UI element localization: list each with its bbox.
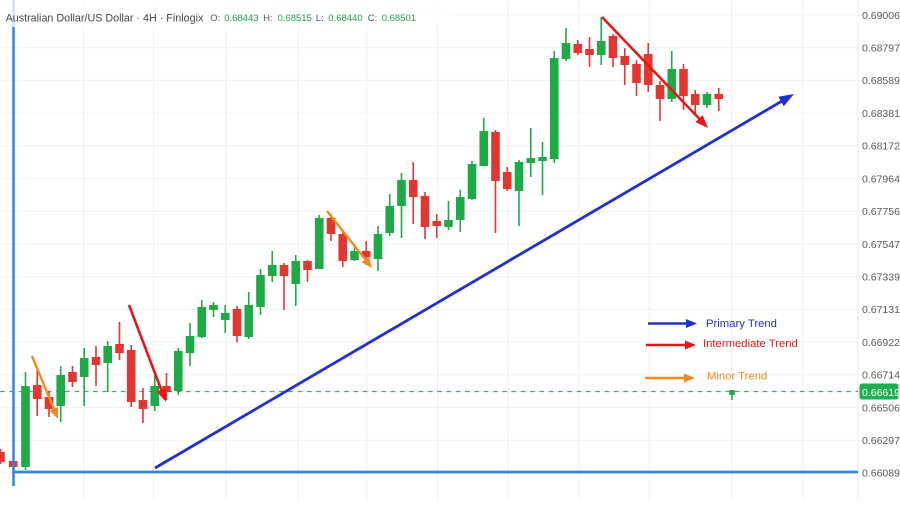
svg-text:0.67131: 0.67131 [862,304,900,316]
svg-text:0.66297: 0.66297 [862,435,900,447]
svg-text:0.66619: 0.66619 [862,387,900,399]
svg-text:0.66922: 0.66922 [862,337,900,349]
svg-text:0.66714: 0.66714 [862,370,900,382]
svg-text:0.66506: 0.66506 [862,402,900,414]
svg-text:0.66089: 0.66089 [862,468,900,480]
svg-text:0.68797: 0.68797 [862,43,900,55]
svg-text:0.67339: 0.67339 [862,272,900,284]
svg-text:Minor Trend: Minor Trend [707,371,767,383]
svg-text:0.68589: 0.68589 [862,75,900,87]
svg-text:Australian Dollar/US Dollar ·: Australian Dollar/US Dollar · 4H · Finlo… [6,13,204,25]
svg-text:0.68172: 0.68172 [862,141,900,153]
svg-text:Primary Trend: Primary Trend [706,318,777,330]
svg-text:0.67964: 0.67964 [862,173,900,185]
svg-text:0.67547: 0.67547 [862,239,900,251]
svg-text:0.68381: 0.68381 [862,108,900,120]
svg-text:0.69006: 0.69006 [862,10,900,22]
svg-text:0.67756: 0.67756 [862,206,900,218]
svg-text:Intermediate Trend: Intermediate Trend [703,338,798,350]
